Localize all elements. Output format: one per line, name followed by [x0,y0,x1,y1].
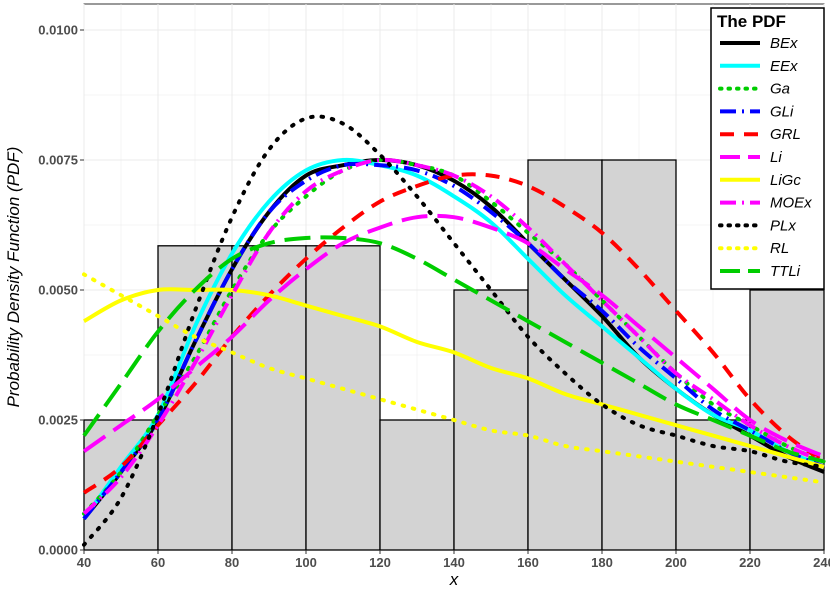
x-tick-label: 40 [77,555,91,570]
density-line-grl [82,172,826,495]
x-axis-ticks: 40 60 80 100 120 140 160 180 200 220 240 [77,550,830,570]
legend-items: BEx EEx Ga GLi GRL Li LiGc MOEx PLx RL TTLi [718,35,812,280]
histogram-bar [453,289,529,551]
density-line-eex [82,157,825,520]
y-tick-label: 0.0075 [38,153,78,168]
legend-label-grl: GRL [770,126,801,143]
histogram-bar [749,289,825,551]
y-tick-label: 0.0000 [38,543,78,558]
density-line-rl [82,272,826,485]
legend-label-gli: GLi [770,103,794,120]
x-tick-label: 100 [295,555,317,570]
histogram-bar [675,419,751,551]
legend-label-moex: MOEx [770,195,812,212]
y-axis-title: Probability Density Function (PDF) [4,147,23,408]
legend-label-plx: PLx [770,217,796,234]
legend-label-bex: BEx [770,35,798,52]
x-tick-label: 220 [739,555,761,570]
x-tick-label: 240 [813,555,830,570]
x-tick-label: 120 [369,555,391,570]
x-tick-label: 180 [591,555,613,570]
density-line-gli [82,161,825,521]
x-tick-label: 60 [151,555,165,570]
x-tick-label: 160 [517,555,539,570]
legend-label-ga: Ga [770,81,790,98]
legend-label-li: Li [770,149,782,166]
histogram-bar [231,245,307,551]
x-axis-title: x [449,570,459,589]
density-line-moex [82,157,825,516]
density-line-li [82,213,825,459]
legend: The PDF BEx EEx Ga GLi GRL Li LiGc MOEx PLx RL TTL… [710,7,825,290]
legend-box [710,7,825,290]
density-lines [82,114,826,547]
legend-title: The PDF [717,12,786,31]
x-tick-label: 140 [443,555,465,570]
histogram-bar [379,419,455,551]
density-line-ttli [82,235,825,464]
density-line-plx [82,114,826,547]
y-tick-label: 0.0100 [38,23,78,38]
legend-label-ttli: TTLi [770,263,801,280]
y-axis-ticks: 0.0000 0.0025 0.0050 0.0075 0.0100 [38,23,84,558]
legend-label-ligc: LiGc [770,172,801,189]
legend-label-rl: RL [770,240,789,257]
legend-label-eex: EEx [770,58,798,75]
y-tick-label: 0.0050 [38,283,78,298]
density-line-ligc [83,287,825,469]
x-tick-label: 80 [225,555,239,570]
y-tick-label: 0.0025 [38,413,78,428]
histogram-bar [305,245,381,551]
x-tick-label: 200 [665,555,687,570]
